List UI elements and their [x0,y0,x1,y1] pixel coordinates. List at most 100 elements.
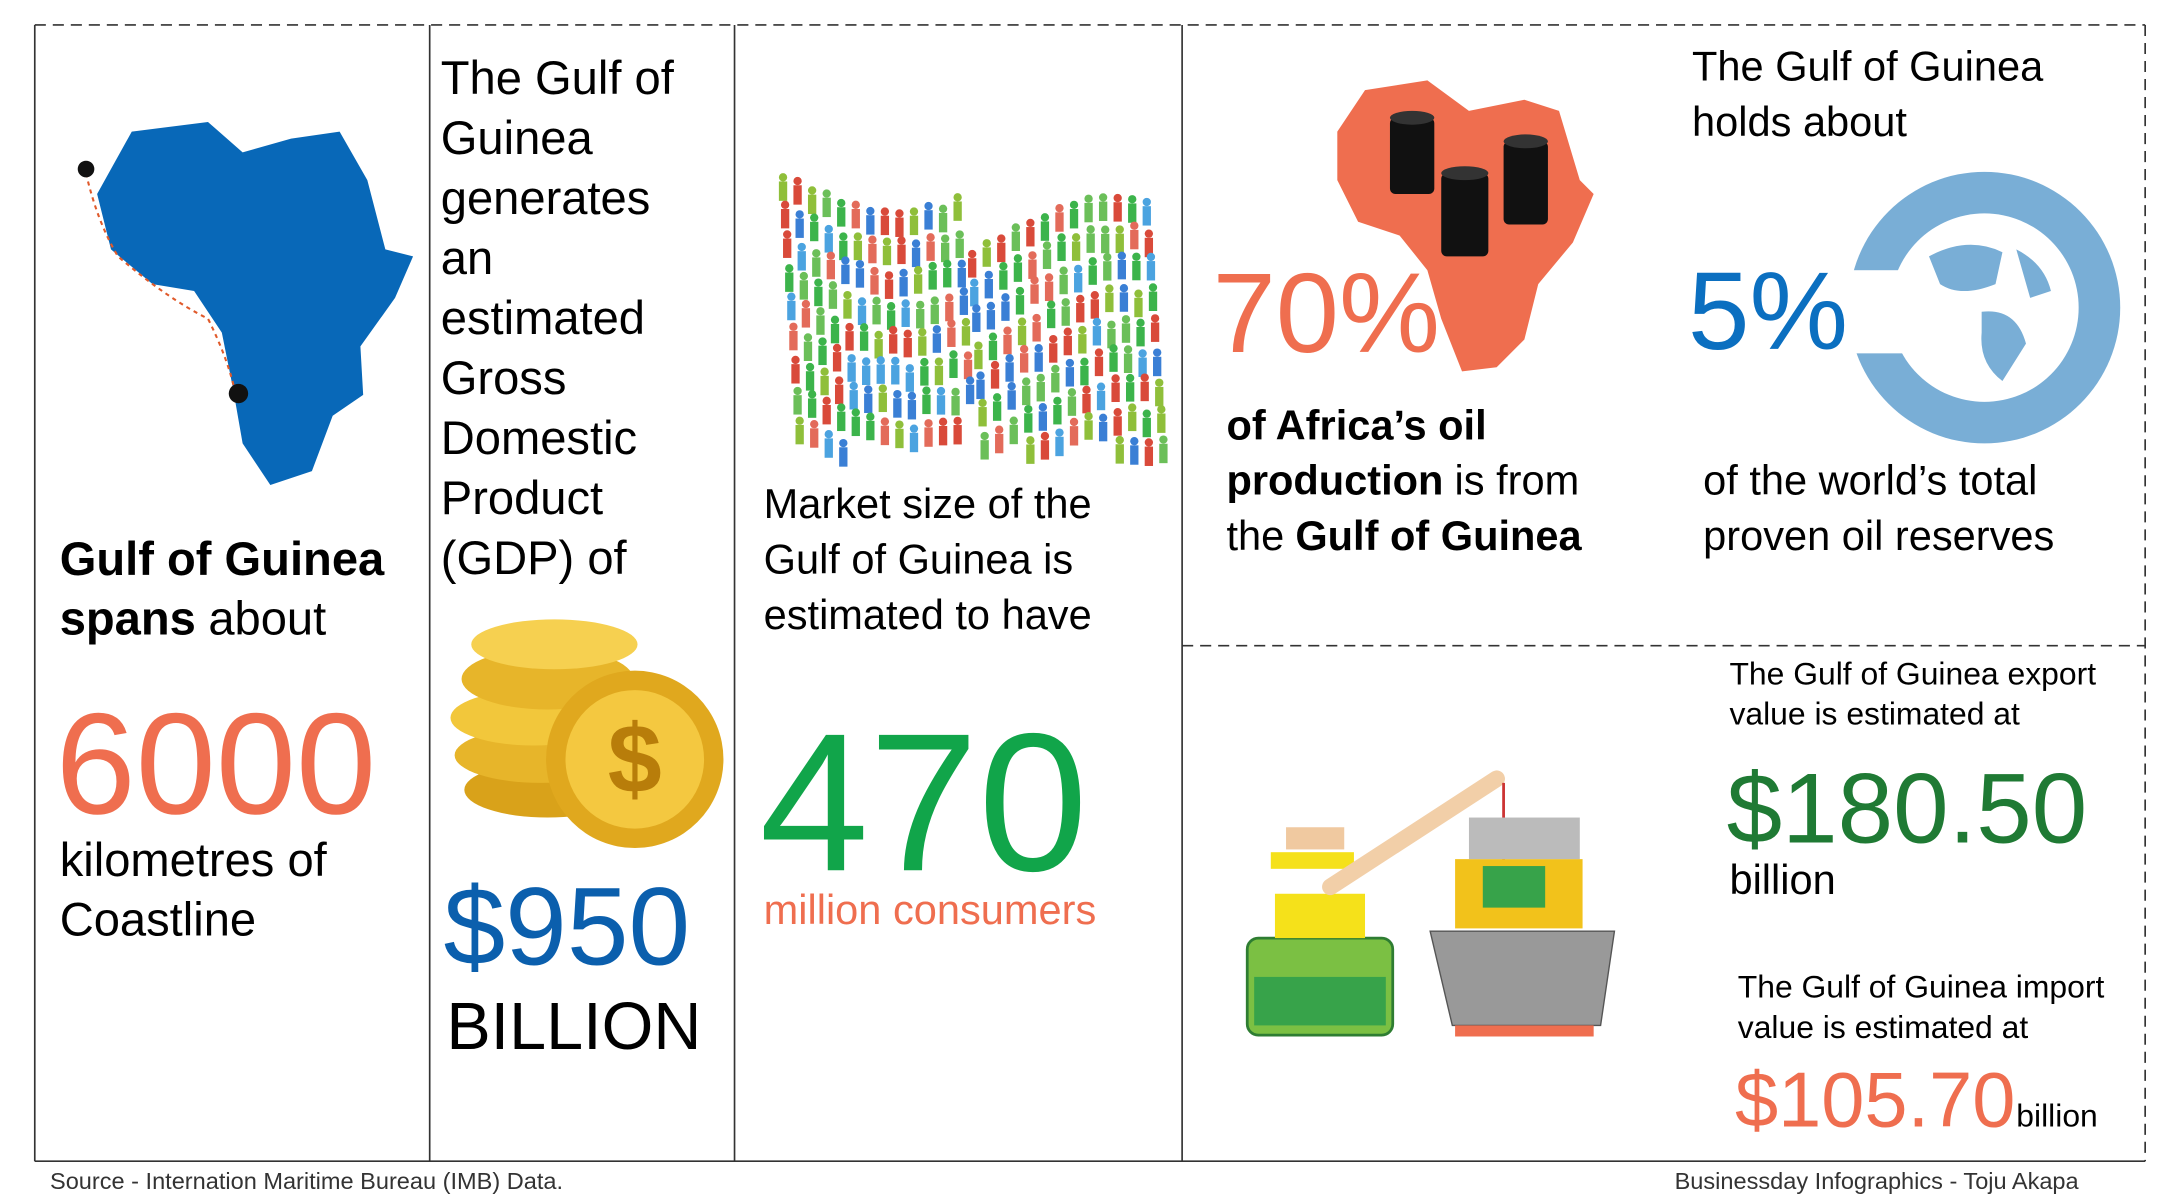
person [1115,435,1124,445]
person [903,337,912,358]
person [1044,273,1054,282]
person [1069,417,1079,427]
person [947,327,956,347]
person [1001,301,1010,321]
market-line: Gulf of Guinea is [764,536,1074,583]
person [1074,273,1083,293]
person [812,249,821,258]
person [953,425,962,445]
person [1011,231,1020,252]
person [801,299,811,309]
person [916,309,925,329]
person [972,304,981,313]
person [1047,308,1056,329]
import-line: The Gulf of Guinea import [1738,969,2105,1005]
gdp-line: Guinea [441,111,594,164]
person [1047,300,1056,309]
person [980,440,989,460]
person [857,297,867,306]
person [1071,241,1081,261]
person [895,209,904,218]
person [986,310,996,330]
gdp-unit: BILLION [446,990,701,1064]
person [1067,396,1077,416]
person [1040,440,1050,460]
person [990,369,1000,389]
oil-line: production is from [1226,457,1579,504]
person [859,323,869,332]
person [816,315,825,335]
person [972,312,981,332]
person [839,240,848,261]
person [837,403,846,412]
person [851,208,860,229]
source: Source - Internation Maritime Bureau (IM… [50,1168,563,1194]
person [936,395,946,415]
person [895,217,904,237]
person [814,286,823,307]
person [789,330,798,351]
person [949,358,958,378]
person [862,365,871,386]
person [949,350,958,359]
person [810,419,819,429]
person [1067,388,1077,397]
person [1130,229,1139,250]
person [839,232,848,241]
person [1051,364,1060,374]
person [990,360,1000,370]
person [1042,249,1052,269]
person [1026,218,1035,228]
person [1036,373,1045,383]
person [1061,306,1070,326]
person [830,323,840,344]
person [1130,221,1139,230]
person [805,362,815,372]
person [1088,257,1097,266]
person [1125,382,1135,402]
person [1144,237,1154,258]
person [1055,428,1064,437]
person [1128,403,1137,412]
person [970,286,979,307]
gdp-line: The Gulf of [441,51,675,104]
person [851,408,860,417]
person [1084,194,1093,203]
person [918,327,927,337]
person [978,407,987,427]
person [901,299,910,308]
person [1040,431,1050,441]
person [1053,396,1062,406]
person [830,315,840,324]
person [862,357,871,366]
person [1128,411,1137,432]
person [855,259,865,269]
person [1055,212,1064,232]
person [1142,409,1151,418]
person [982,239,991,248]
person [1015,286,1025,296]
person [847,362,856,382]
person [1119,284,1129,293]
person [965,376,975,385]
person [974,341,983,350]
person [1019,353,1029,373]
person [1017,325,1027,346]
person [824,233,833,253]
person [839,438,848,448]
person [1148,283,1158,292]
person [893,389,902,399]
oil-bold: production [1226,457,1443,504]
person [1130,445,1139,465]
gdp-line: an [441,231,493,284]
person [1117,259,1126,280]
person [895,420,904,429]
person [797,251,806,271]
person [866,215,875,235]
person [1049,334,1058,344]
person [822,396,831,405]
person [799,271,808,281]
person [1005,354,1014,363]
caption-line: kilometres of [60,833,328,886]
person [1115,225,1124,234]
